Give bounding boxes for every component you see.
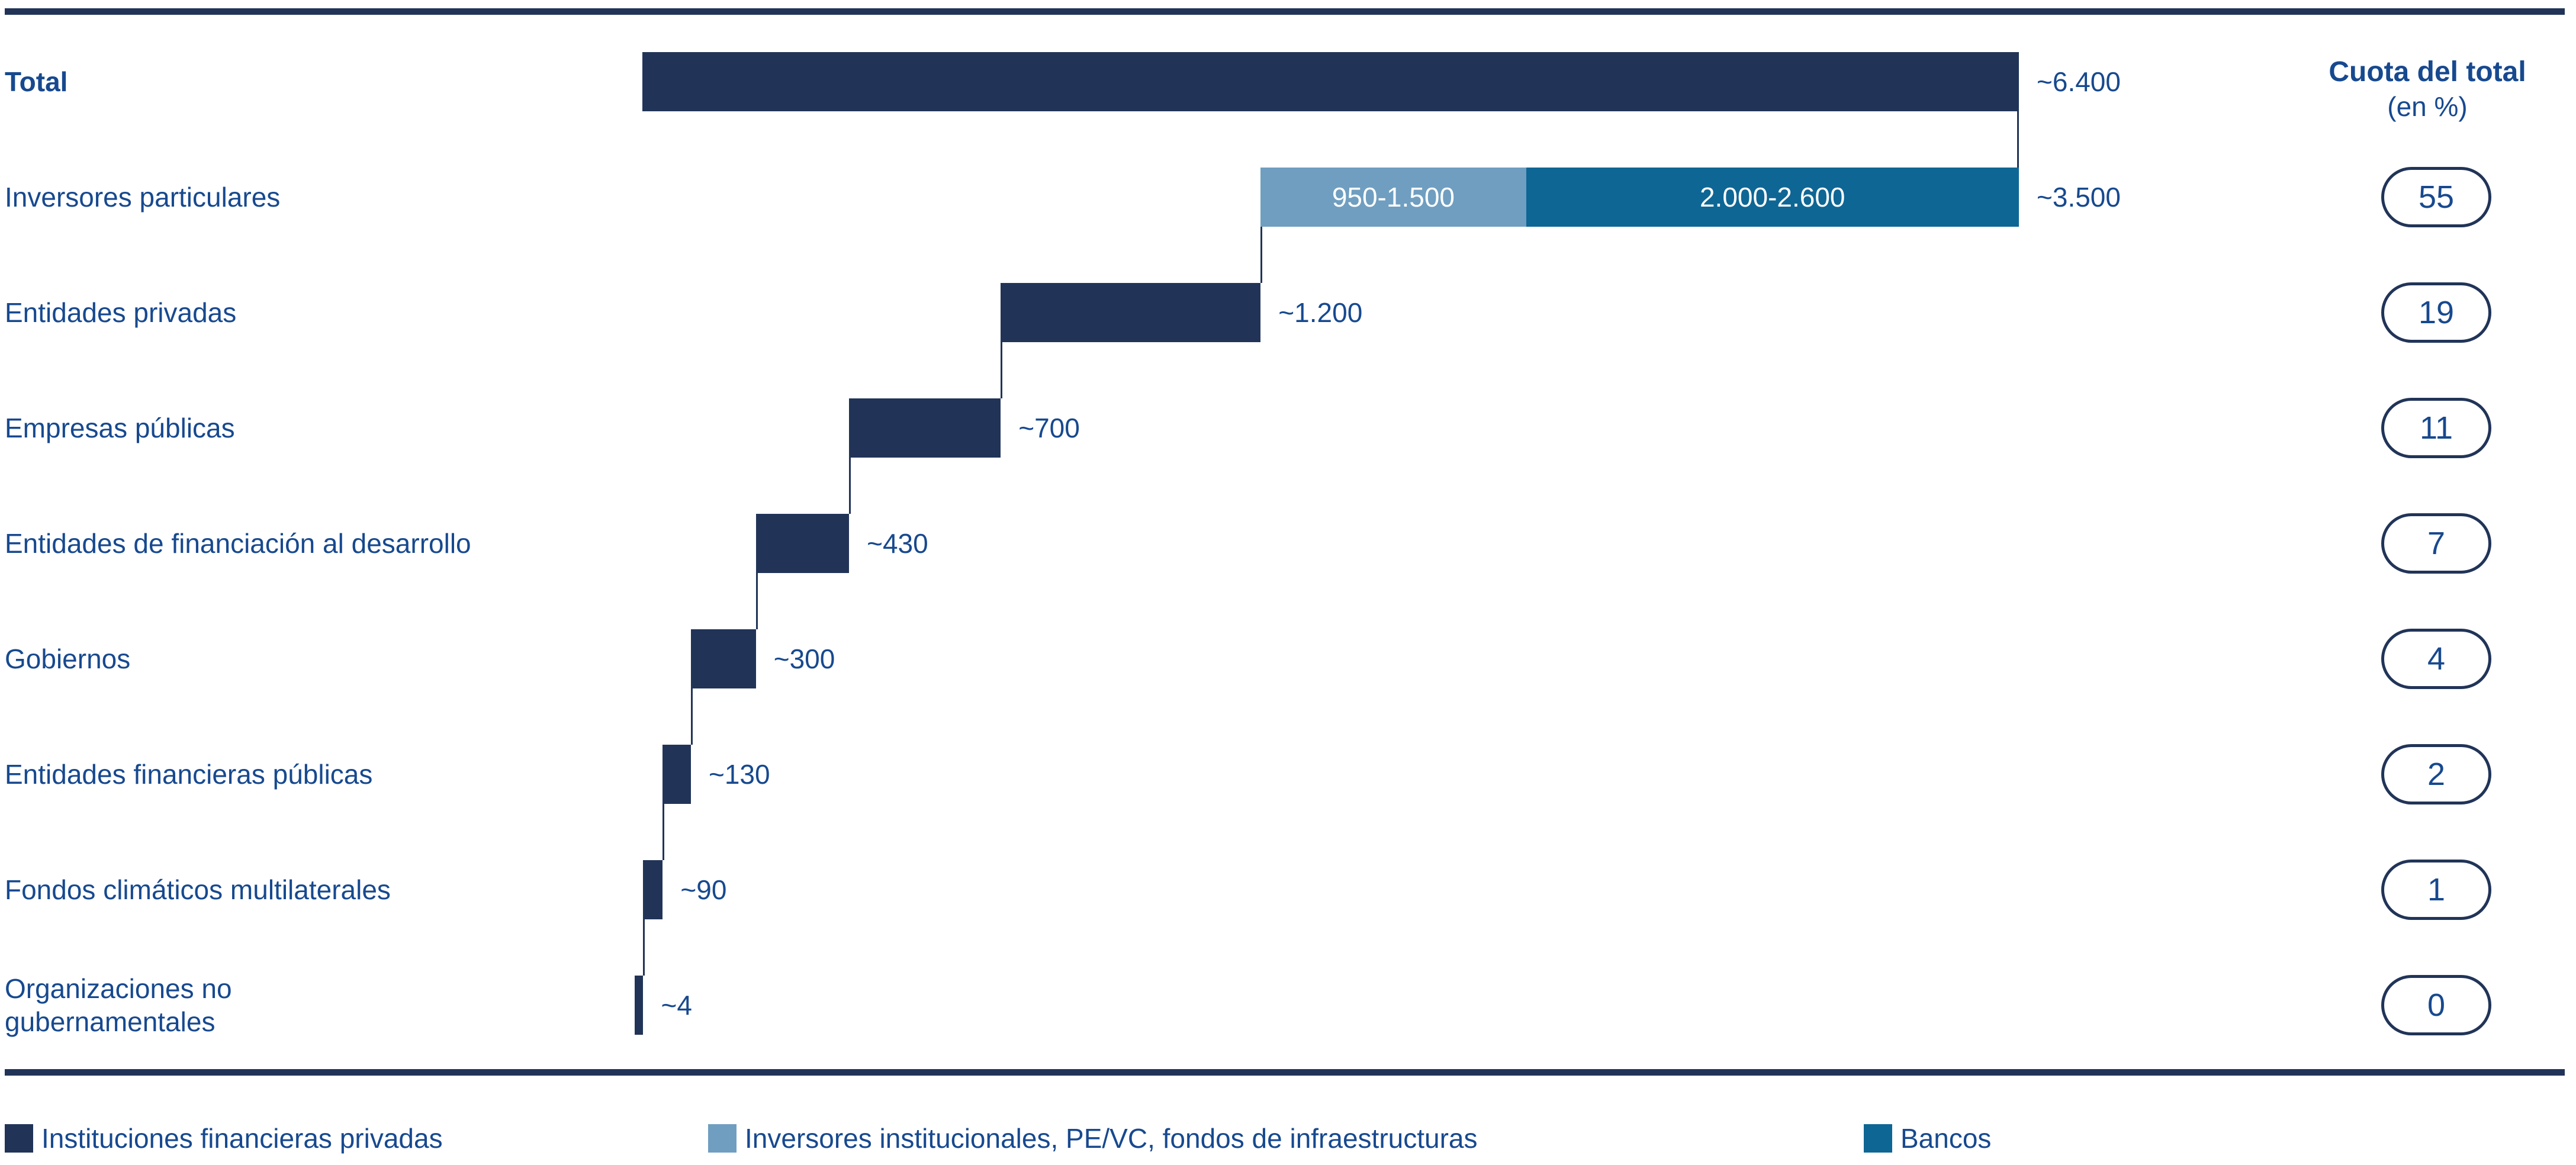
connector-line (1001, 342, 1003, 398)
legend-item: Bancos (1864, 1122, 1991, 1154)
bar-segment-plain (663, 745, 691, 804)
share-badge: 2 (2381, 744, 2491, 804)
connector-line (755, 573, 758, 629)
legend-swatch-medium_blue (1864, 1124, 1892, 1153)
row-label: Inversores particulares (5, 181, 281, 213)
bar (849, 398, 1001, 458)
value-label: ~4 (661, 990, 692, 1021)
legend-swatch-navy (5, 1124, 33, 1153)
share-column-subtitle: (en %) (2387, 91, 2468, 122)
bar (755, 514, 850, 573)
connector-line (643, 919, 645, 976)
bar (1001, 283, 1261, 342)
bar-segment-plain (643, 860, 663, 919)
bar-segment: 2.000-2.600 (1526, 168, 2019, 227)
bar (643, 860, 663, 919)
row-label: Empresas públicas (5, 412, 235, 443)
connector-line (690, 688, 693, 745)
row-label: Entidades de financiación al desarrollo (5, 527, 471, 559)
bar (663, 745, 691, 804)
bar-segment: 950-1.500 (1260, 168, 1526, 227)
row-label: Entidades financieras públicas (5, 758, 373, 790)
share-column-title: Cuota del total (2329, 56, 2526, 88)
value-label: ~6.400 (2037, 66, 2121, 97)
top-rule (5, 8, 2565, 15)
legend-label: Inversores institucionales, PE/VC, fondo… (745, 1123, 1478, 1154)
share-badge: 55 (2381, 167, 2491, 227)
share-column-header: Cuota del total (en %) (2279, 54, 2575, 124)
connector-line (1260, 227, 1263, 283)
legend-separator-rule (5, 1069, 2565, 1076)
bar-segment-plain (690, 629, 756, 688)
connector-line (2017, 111, 2019, 168)
bar: 950-1.500 2.000-2.600 (1260, 168, 2019, 227)
value-label: ~300 (773, 643, 835, 674)
share-badge: 11 (2381, 398, 2491, 458)
value-label: ~1.200 (1278, 297, 1363, 328)
share-badge: 1 (2381, 860, 2491, 920)
bar-segment-plain (755, 514, 850, 573)
legend-item: Inversores institucionales, PE/VC, fondo… (708, 1122, 1478, 1154)
value-label: ~90 (680, 874, 727, 905)
value-label: ~430 (867, 528, 928, 559)
value-label: ~3.500 (2037, 182, 2121, 213)
bar-segment-plain (849, 398, 1001, 458)
row-label: Total (5, 66, 68, 97)
legend-label: Instituciones financieras privadas (41, 1123, 443, 1154)
bar (642, 52, 2019, 111)
row-label: Organizaciones no gubernamentales (5, 973, 232, 1037)
connector-line (663, 804, 665, 860)
value-label: ~130 (708, 759, 770, 790)
row-label: Entidades privadas (5, 297, 237, 328)
value-label: ~700 (1018, 413, 1080, 443)
share-badge: 7 (2381, 513, 2491, 574)
row-label: Gobiernos (5, 643, 131, 674)
bar-segment-plain (635, 976, 644, 1035)
legend-swatch-light_blue (708, 1124, 737, 1153)
share-badge: 0 (2381, 975, 2491, 1035)
row-label: Fondos climáticos multilaterales (5, 874, 391, 905)
bar (635, 976, 644, 1035)
share-badge: 19 (2381, 282, 2491, 343)
legend-item: Instituciones financieras privadas (5, 1122, 443, 1154)
share-badge: 4 (2381, 629, 2491, 689)
bar-segment-plain (642, 52, 2019, 111)
legend-label: Bancos (1900, 1123, 1992, 1154)
bar-segment-plain (1001, 283, 1261, 342)
bar (690, 629, 756, 688)
connector-line (849, 458, 851, 514)
